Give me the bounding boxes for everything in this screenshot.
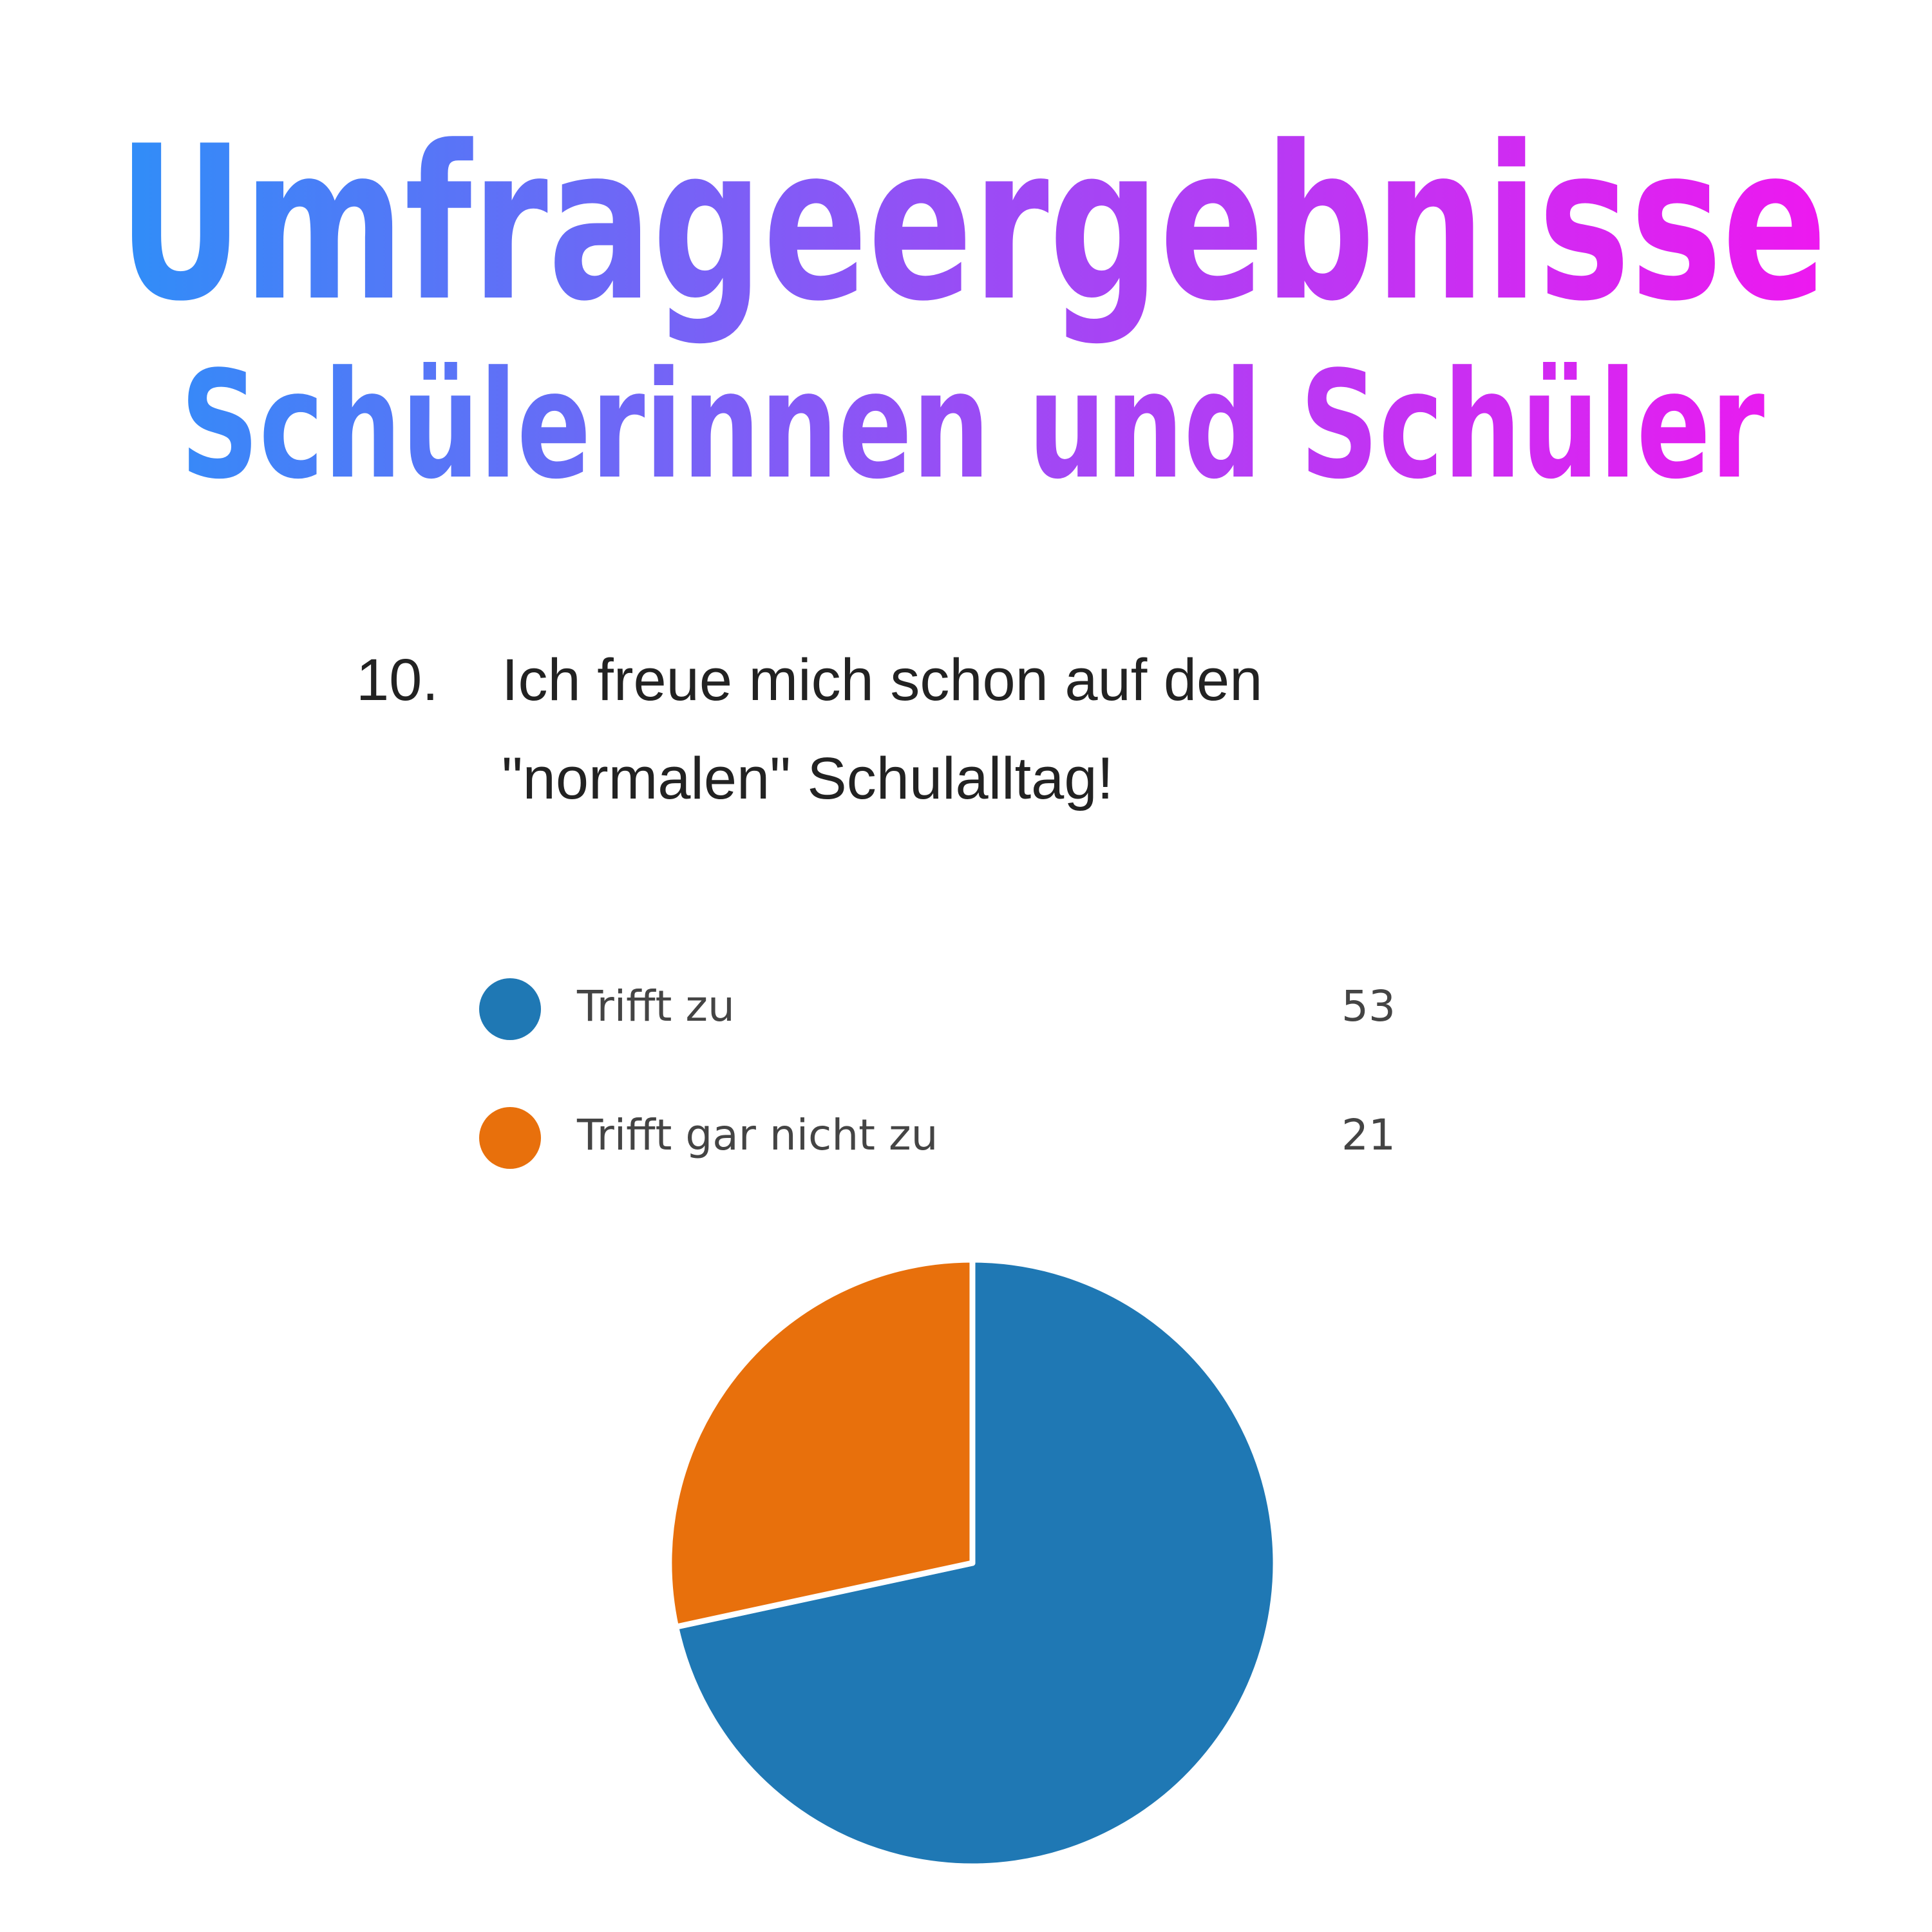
subtitle: Schülerinnen und Schüler <box>180 340 1765 512</box>
legend-label: Trifft zu <box>576 981 735 1031</box>
question-line: Ich freue mich schon auf den <box>502 647 1262 713</box>
title: Umfrageergebnisse <box>118 100 1827 348</box>
legend-swatch <box>479 978 541 1040</box>
legend-value: 21 <box>1341 1110 1396 1160</box>
legend-label: Trifft gar nicht zu <box>576 1110 938 1160</box>
legend-value: 53 <box>1341 981 1396 1031</box>
question-number: 10. <box>356 647 439 713</box>
pie-slice <box>673 1256 1279 1870</box>
legend-swatch <box>479 1107 541 1169</box>
question-line: "normalen" Schulalltag! <box>502 746 1113 811</box>
pie-slice <box>666 1256 976 1630</box>
